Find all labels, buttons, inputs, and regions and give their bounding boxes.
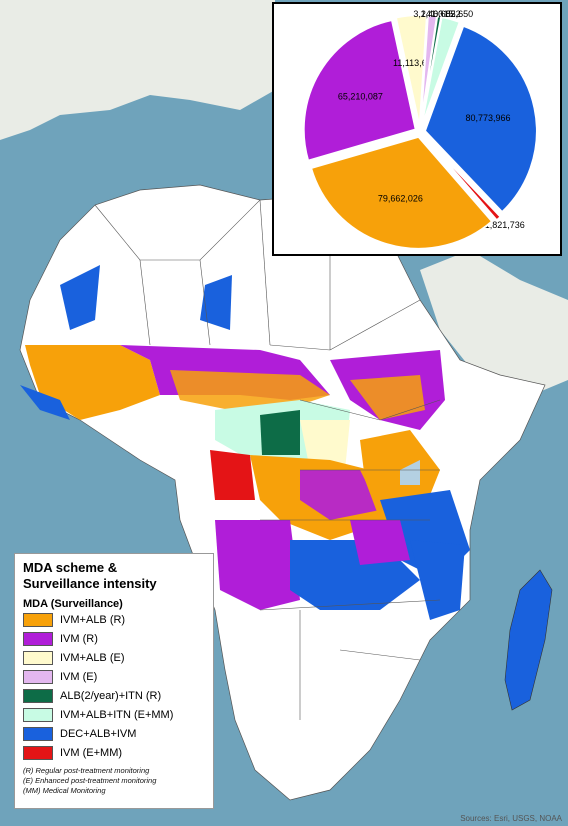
pie-slice-label: 1,821,736 (485, 220, 525, 230)
pie-slice-label: 65,210,087 (338, 91, 383, 101)
legend-label: IVM (E+MM) (60, 746, 123, 759)
legend-item: IVM+ALB (E) (23, 648, 205, 667)
pie-slice (420, 15, 462, 128)
pie-slice (309, 135, 494, 250)
pie-slice-label: 79,662,026 (378, 194, 423, 204)
legend-item: IVM (E+MM) (23, 743, 205, 762)
legend-item: ALB(2/year)+ITN (R) (23, 686, 205, 705)
legend-label: IVM+ALB+ITN (E+MM) (60, 708, 174, 721)
pie-slice (302, 18, 417, 162)
pie-slice (422, 135, 502, 222)
source-attribution: Sources: Esri, USGS, NOAA (460, 814, 562, 823)
pie-chart: 80,773,966 1,821,736 79,662,026 65,210,087 1… (302, 9, 538, 250)
legend-swatch (23, 688, 53, 703)
land-madagascar (504, 569, 553, 711)
legend-item: IVM+ALB+ITN (E+MM) (23, 705, 205, 724)
pie-slice-label: 1,400,822 (421, 9, 461, 19)
pie-slice-label: 80,773,966 (465, 113, 510, 123)
legend-label: IVM+ALB (R) (60, 613, 126, 626)
legend-label: IVM (E) (60, 670, 98, 683)
legend-items: IVM+ALB (R) IVM (R) IVM+ALB (E) IVM (E) ALB(… (23, 610, 205, 762)
pie-slice-label: 6,665,650 (433, 9, 473, 19)
legend-swatch (23, 745, 53, 760)
legend-label: IVM+ALB (E) (60, 651, 125, 664)
mda-regions (20, 265, 470, 620)
land-arabia (420, 250, 568, 400)
pie-chart-inset: 80,773,966 1,821,736 79,662,026 65,210,087 1… (272, 2, 562, 256)
legend-label: IVM (R) (60, 632, 98, 645)
pie-slice-label: 11,113,605 (393, 58, 437, 68)
legend-item: IVM (E) (23, 667, 205, 686)
legend-item: IVM+ALB (R) (23, 610, 205, 629)
legend-note: (R) Regular post-treatment monitoring (23, 766, 150, 775)
legend-title-line1: MDA scheme & (23, 560, 118, 575)
legend-swatch (23, 612, 53, 627)
land-europe (0, 0, 275, 140)
legend-note: (E) Enhanced post-treatment monitoring (23, 776, 157, 785)
legend-swatch (23, 631, 53, 646)
legend-swatch (23, 726, 53, 741)
legend-swatch (23, 669, 53, 684)
pie-slice-label: 3,241,315 (413, 9, 453, 19)
legend-label: DEC+ALB+IVM (60, 727, 137, 740)
pie-slice (423, 24, 538, 214)
legend-item: IVM (R) (23, 629, 205, 648)
legend-note: (MM) Medical Monitoring (23, 786, 106, 795)
legend-subtitle: MDA (Surveillance) (23, 598, 123, 610)
legend-item: DEC+ALB+IVM (23, 724, 205, 743)
legend-swatch (23, 707, 53, 722)
legend-swatch (23, 650, 53, 665)
legend: MDA scheme & Surveillance intensity MDA … (14, 553, 214, 809)
legend-notes: (R) Regular post-treatment monitoring (E… (23, 766, 205, 796)
legend-label: ALB(2/year)+ITN (R) (60, 689, 162, 702)
legend-title-line2: Surveillance intensity (23, 576, 157, 591)
